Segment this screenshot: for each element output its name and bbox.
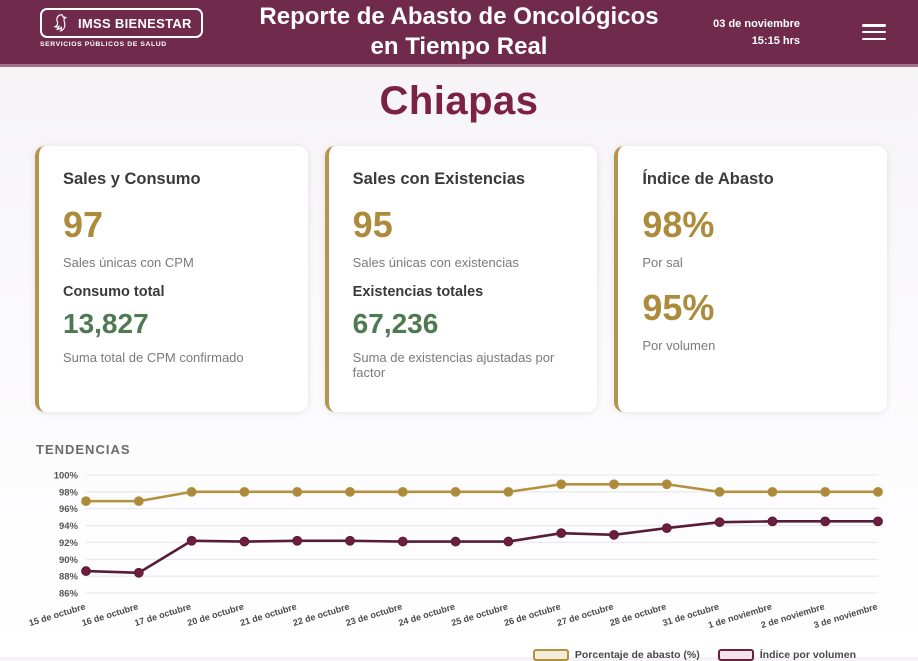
y-tick-label: 100%: [54, 471, 79, 482]
data-point: [767, 486, 778, 497]
y-tick-label: 92%: [59, 538, 79, 549]
x-tick-label: 21 de octubre: [239, 601, 298, 628]
data-point: [767, 516, 778, 527]
state-title: Chiapas: [379, 79, 539, 123]
data-point: [292, 486, 303, 497]
report-date: 03 de noviembre: [713, 18, 800, 30]
legend-label: Porcentaje de abasto (%): [574, 649, 700, 661]
data-point: [292, 535, 303, 546]
trend-chart: 86% 88% 90% 92% 94% 96% 98% 100% 15 de octubre 16…: [22, 461, 918, 647]
x-tick-label: 17 de octubre: [133, 601, 192, 628]
primary-caption: Por sal: [642, 255, 683, 270]
y-tick-label: 90%: [59, 555, 79, 566]
data-point: [450, 486, 461, 497]
kpi-cards-row: Sales y Consumo 97 Sales únicas con CPM …: [35, 146, 888, 412]
report-datetime: 03 de noviembre 15:15 hrs: [713, 16, 800, 49]
trend-chart-svg: 86% 88% 90% 92% 94% 96% 98% 100% 15 de octubre16…: [28, 471, 883, 630]
legend-label: Índice por volumen: [759, 649, 856, 661]
data-point: [714, 486, 725, 497]
report-time: 15:15 hrs: [751, 34, 800, 47]
data-point: [873, 516, 883, 527]
data-point: [503, 536, 514, 547]
secondary-caption: Suma total de CPM confirmado: [63, 350, 244, 365]
legend-item-volumen[interactable]: Índice por volumen: [717, 649, 856, 661]
secondary-value: 95%: [642, 287, 715, 328]
y-tick-label: 88%: [59, 572, 79, 583]
data-point: [81, 566, 91, 576]
data-point: [820, 516, 831, 527]
x-tick-label: 23 de octubre: [344, 601, 403, 628]
y-tick-label: 94%: [59, 521, 79, 532]
data-point: [239, 536, 250, 547]
data-point: [714, 517, 725, 528]
data-point: [503, 486, 514, 497]
secondary-label: Consumo total: [63, 284, 165, 300]
x-tick-label: 16 de octubre: [80, 601, 139, 628]
legend-swatch-gold: [532, 649, 569, 661]
series-line: [84, 482, 880, 503]
page-title-line1: Reporte de Abasto de Oncológicos: [259, 3, 659, 30]
y-tick-label: 86%: [59, 589, 79, 600]
x-tick-label: 25 de octubre: [450, 601, 509, 628]
y-tick-label: 96%: [59, 504, 79, 515]
data-point: [556, 528, 567, 539]
data-point: [239, 486, 250, 497]
x-tick-label: 27 de octubre: [556, 601, 615, 628]
data-point: [345, 535, 355, 546]
data-point: [609, 529, 619, 540]
primary-value: 95: [352, 204, 393, 245]
legend-swatch-maroon: [717, 649, 754, 661]
x-tick-label: 28 de octubre: [608, 601, 667, 628]
secondary-value: 13,827: [63, 308, 149, 339]
chart-legend: Porcentaje de abasto (%) Índice por volu…: [0, 649, 856, 661]
secondary-caption: Suma de existencias ajustadas por factor: [352, 350, 555, 380]
secondary-caption: Por volumen: [642, 338, 716, 353]
data-point: [661, 479, 672, 490]
primary-value: 98%: [642, 204, 715, 245]
brand-text: IMSS BIENESTAR: [78, 15, 192, 31]
card-title: Índice de Abasto: [642, 170, 774, 188]
menu-hamburger-icon[interactable]: [862, 24, 886, 44]
x-tick-label: 15 de octubre: [28, 601, 87, 628]
data-point: [133, 567, 144, 578]
card-title: Sales con Existencias: [352, 170, 526, 188]
data-point: [661, 523, 672, 533]
x-tick-label: 22 de octubre: [292, 601, 351, 628]
y-tick-label: 98%: [59, 487, 79, 498]
page-title: Reporte de Abasto de Oncológicos en Tiem…: [0, 2, 918, 62]
trends-section-title: TENDENCIAS: [36, 442, 131, 457]
data-point: [345, 486, 355, 497]
x-tick-label: 20 de octubre: [186, 601, 245, 628]
data-point: [397, 486, 408, 497]
card-sales-consumo: Sales y Consumo 97 Sales únicas con CPM …: [35, 146, 308, 412]
card-indice-abasto: Índice de Abasto 98% Por sal 95% Por vol…: [614, 146, 888, 412]
app-header: IMSS BIENESTAR SERVICIOS PÚBLICOS DE SAL…: [0, 0, 918, 67]
data-point: [556, 479, 567, 490]
x-tick-label: 24 de octubre: [397, 601, 456, 628]
secondary-value: 67,236: [352, 308, 439, 339]
card-title: Sales y Consumo: [63, 170, 201, 188]
legend-item-abasto[interactable]: Porcentaje de abasto (%): [532, 649, 700, 661]
imss-logo-box: IMSS BIENESTAR: [40, 8, 203, 38]
imss-logo: IMSS BIENESTAR SERVICIOS PÚBLICOS DE SAL…: [40, 8, 210, 48]
data-point: [133, 496, 144, 507]
data-point: [450, 536, 461, 547]
data-point: [397, 536, 408, 547]
series-line: [84, 520, 880, 575]
brand-subtitle: SERVICIOS PÚBLICOS DE SALUD: [40, 41, 167, 48]
data-point: [81, 496, 91, 507]
imss-eagle-icon: [53, 14, 68, 32]
primary-caption: Sales únicas con existencias: [352, 255, 519, 270]
secondary-label: Existencias totales: [352, 284, 484, 300]
x-tick-label: 26 de octubre: [503, 601, 562, 628]
data-point: [186, 486, 197, 497]
card-sales-existencias: Sales con Existencias 95 Sales únicas co…: [324, 146, 598, 412]
data-point: [873, 486, 883, 497]
primary-value: 97: [63, 204, 104, 245]
page-title-line2: en Tiempo Real: [370, 33, 548, 60]
primary-caption: Sales únicas con CPM: [63, 255, 194, 270]
data-point: [609, 479, 619, 490]
data-point: [820, 486, 831, 497]
data-point: [186, 535, 197, 546]
